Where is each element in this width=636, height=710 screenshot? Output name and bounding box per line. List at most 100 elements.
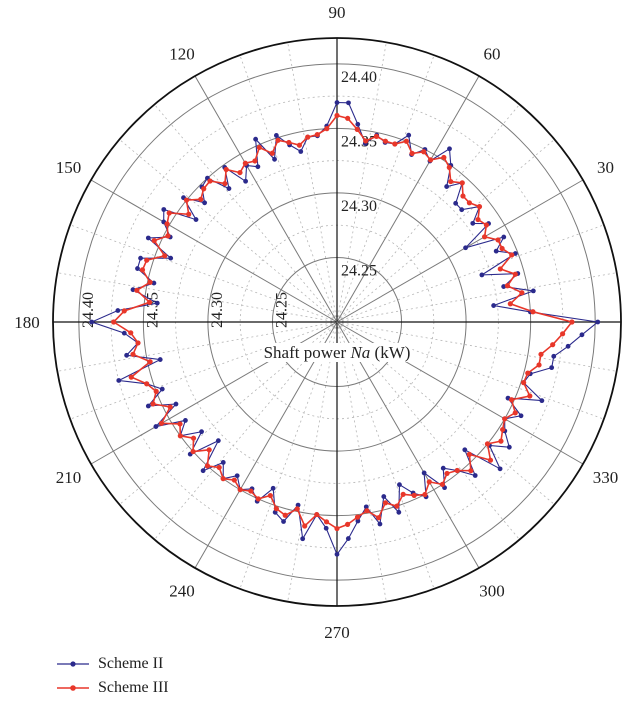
data-point: [294, 506, 300, 512]
minor-spoke-260: [287, 321, 338, 602]
minor-spoke-160: [69, 224, 338, 323]
legend-label-scheme-ii: Scheme II: [98, 655, 164, 672]
data-point: [323, 519, 330, 525]
data-point: [444, 184, 450, 189]
data-point: [500, 426, 506, 433]
minor-spoke-100: [287, 42, 338, 323]
data-point: [539, 398, 545, 404]
data-point: [252, 158, 258, 164]
data-point: [323, 525, 329, 531]
data-point: [530, 288, 536, 294]
data-point: [296, 142, 303, 148]
data-point: [565, 343, 571, 349]
data-point: [193, 217, 199, 222]
data-point: [481, 234, 488, 240]
data-point: [498, 438, 504, 444]
data-point: [538, 351, 544, 357]
data-point: [392, 141, 398, 147]
data-point: [345, 115, 351, 121]
minor-spoke-140: [119, 139, 338, 323]
data-point: [314, 131, 320, 138]
spoke-240: [194, 321, 338, 569]
data-point: [207, 178, 213, 184]
angle-tick-label-270: 270: [324, 623, 350, 642]
data-point: [89, 319, 95, 325]
data-point: [364, 508, 370, 514]
data-point: [135, 340, 141, 346]
data-point: [198, 196, 204, 202]
data-point: [475, 216, 481, 223]
data-point: [551, 353, 557, 359]
angle-tick-label-60: 60: [484, 45, 501, 64]
data-point: [161, 207, 167, 212]
data-point: [345, 536, 351, 541]
data-point: [427, 157, 434, 163]
angle-tick-label-150: 150: [56, 158, 82, 177]
radial-tick-label-left-0: 24.25: [273, 292, 290, 328]
data-point: [512, 410, 518, 416]
data-point: [130, 351, 136, 357]
data-point: [190, 435, 197, 441]
minor-spoke-50: [336, 104, 520, 323]
minor-spoke-80: [336, 42, 387, 323]
series-scheme-iii: [111, 112, 575, 532]
data-point: [121, 308, 127, 314]
data-point: [300, 536, 306, 542]
data-point: [373, 133, 380, 139]
legend-item-scheme-iii: Scheme III: [56, 676, 169, 700]
data-point: [459, 180, 465, 186]
data-point: [151, 280, 157, 286]
data-point: [237, 487, 243, 493]
data-point: [130, 287, 136, 293]
data-point: [177, 433, 183, 439]
data-point: [116, 378, 122, 383]
data-point: [115, 308, 121, 313]
minor-spoke-130: [154, 104, 338, 323]
data-point: [354, 126, 360, 133]
data-point: [231, 477, 237, 483]
data-point: [484, 441, 491, 447]
data-point: [440, 465, 446, 471]
data-point: [267, 492, 273, 499]
data-point: [134, 287, 140, 293]
legend-item-scheme-ii: Scheme II: [56, 652, 169, 676]
minor-spoke-200: [69, 321, 338, 420]
data-point: [382, 500, 389, 506]
data-point: [162, 253, 168, 259]
data-point: [470, 220, 476, 226]
data-point: [186, 211, 192, 217]
data-point: [595, 319, 601, 325]
data-point: [334, 100, 340, 105]
data-point: [164, 221, 170, 227]
radial-tick-label-top-2: 24.35: [341, 133, 377, 150]
data-point: [345, 521, 351, 527]
data-point: [206, 447, 212, 453]
data-point: [200, 468, 206, 474]
data-point: [281, 519, 286, 524]
minor-spoke-40: [336, 139, 555, 323]
data-point: [579, 332, 585, 338]
data-point: [549, 365, 555, 371]
data-point: [504, 283, 511, 289]
data-point: [446, 164, 452, 171]
data-point: [124, 352, 130, 358]
data-point: [204, 463, 211, 469]
data-point: [324, 126, 330, 132]
data-point: [411, 492, 417, 498]
data-point: [479, 272, 485, 278]
angle-tick-label-120: 120: [169, 45, 195, 64]
data-point: [483, 222, 490, 228]
data-point: [501, 284, 507, 289]
data-point: [521, 380, 527, 386]
radial-axis-title-unit: (kW): [370, 343, 410, 362]
data-point: [256, 144, 262, 151]
data-point: [493, 248, 499, 254]
data-point: [382, 138, 389, 144]
data-point: [569, 319, 575, 325]
data-point: [509, 252, 515, 258]
radial-tick-label-left-1: 24.30: [209, 292, 226, 328]
data-point: [173, 401, 179, 407]
radial-axis-title: Shaft power Na (kW): [264, 343, 411, 362]
data-point: [166, 210, 172, 216]
data-point: [334, 525, 340, 532]
